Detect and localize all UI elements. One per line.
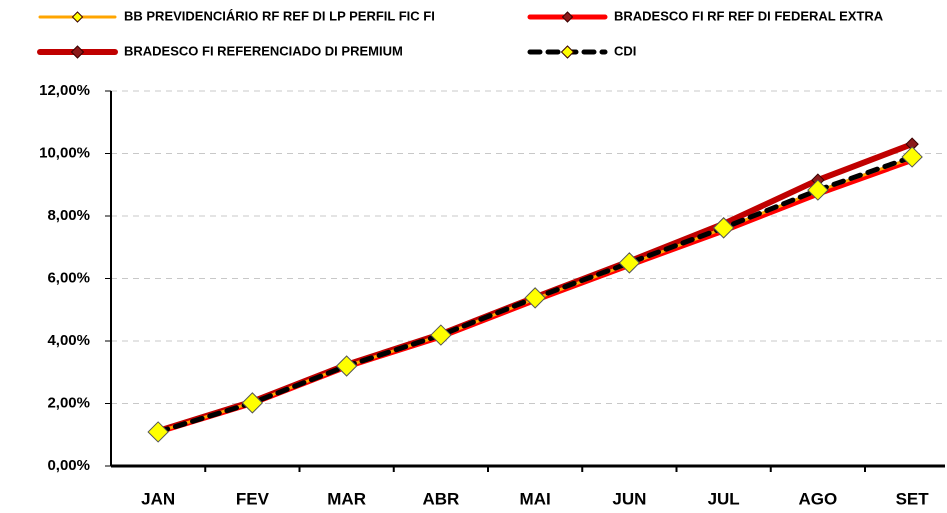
y-tick-label: 6,00%: [47, 269, 90, 286]
x-tick-label: SET: [896, 489, 930, 508]
data-point: [430, 324, 452, 346]
y-tick-label: 4,00%: [47, 332, 90, 349]
x-tick-label: JUN: [612, 489, 646, 508]
x-tick-label: MAR: [327, 489, 366, 508]
x-tick-label: JAN: [141, 489, 175, 508]
y-tick-label: 10,00%: [39, 144, 90, 161]
y-tick-label: 0,00%: [47, 457, 90, 474]
legend-marker: [560, 45, 575, 59]
data-point: [712, 217, 735, 239]
legend-label: CDI: [614, 43, 636, 58]
data-point: [901, 146, 923, 168]
x-tick-label: AGO: [799, 489, 838, 508]
data-point: [241, 392, 264, 414]
data-point: [335, 355, 358, 377]
x-tick-label: FEV: [236, 489, 270, 508]
data-point: [618, 252, 641, 274]
legend-marker: [561, 11, 574, 23]
x-tick-label: ABR: [422, 489, 459, 508]
legend-label: BRADESCO FI RF REF DI FEDERAL EXTRA: [614, 8, 884, 23]
y-tick-label: 8,00%: [47, 207, 90, 224]
legend-marker: [71, 11, 84, 23]
x-tick-label: JUL: [708, 489, 740, 508]
y-tick-label: 2,00%: [47, 394, 90, 411]
legend-label: BRADESCO FI REFERENCIADO DI PREMIUM: [124, 43, 403, 58]
data-point: [147, 421, 169, 443]
legend-marker: [70, 45, 85, 59]
y-tick-label: 12,00%: [39, 82, 90, 99]
data-point: [807, 179, 829, 201]
data-point: [524, 287, 546, 309]
legend-label: BB PREVIDENCIÁRIO RF REF DI LP PERFIL FI…: [124, 8, 435, 23]
x-tick-label: MAI: [520, 489, 551, 508]
